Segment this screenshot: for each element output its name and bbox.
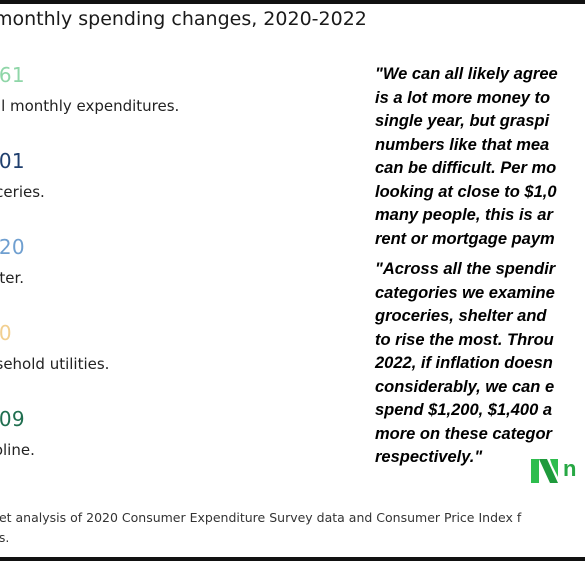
source-note: llet analysis of 2020 Consumer Expenditu…: [0, 508, 521, 548]
stat-value: 209: [0, 407, 25, 431]
quote-line: numbers like that mea: [375, 135, 550, 154]
quote-line: looking at close to $1,0: [375, 182, 557, 201]
quote-line: rent or mortgage paym: [375, 229, 555, 248]
page-title: monthly spending changes, 2020-2022: [0, 8, 367, 30]
stat-description: elter.: [0, 269, 25, 287]
stat-shelter: 120 elter.: [0, 235, 25, 287]
stat-description: oceries.: [0, 183, 45, 201]
quote-line: 2022, if inflation doesn: [375, 354, 553, 372]
source-line: cs.: [0, 530, 10, 545]
stat-value: 101: [0, 149, 25, 173]
quote-line: considerably, we can e: [375, 377, 555, 396]
quote-line: "We can all likely agree: [375, 65, 558, 83]
quote-line: can be difficult. Per mo: [375, 159, 557, 177]
brand-logo: n: [531, 456, 585, 487]
quote-line: is a lot more money to: [375, 88, 551, 107]
brand-wordmark: n: [563, 456, 577, 481]
source-line: llet analysis of 2020 Consumer Expenditu…: [0, 510, 522, 525]
quote-line: respectively.": [375, 448, 483, 466]
quote-line: more on these categor: [375, 424, 552, 443]
quote-line: single year, but graspi: [375, 112, 550, 130]
quote-line: groceries, shelter and: [375, 307, 547, 325]
stat-value: 120: [0, 235, 25, 259]
quote-line: categories we examine: [375, 283, 555, 302]
stat-description: soline.: [0, 441, 35, 459]
stat-utilities: 70 usehold utilities.: [0, 321, 109, 373]
stat-total: 961 tal monthly expenditures.: [0, 63, 179, 115]
quote-block-2: "Across all the spendir categories we ex…: [375, 258, 585, 470]
quote-line: many people, this is ar: [375, 206, 553, 224]
quote-block-1: "We can all likely agree is a lot more m…: [375, 63, 585, 251]
stat-description: tal monthly expenditures.: [0, 97, 180, 115]
stat-description: usehold utilities.: [0, 355, 110, 373]
top-divider: [0, 0, 585, 4]
bottom-divider: [0, 557, 585, 561]
stat-value: 961: [0, 63, 25, 87]
stat-gasoline: 209 soline.: [0, 407, 35, 459]
quote-line: to rise the most. Throu: [375, 330, 554, 349]
brand-n-icon: [531, 459, 558, 483]
quote-line: spend $1,200, $1,400 a: [375, 401, 553, 419]
stat-groceries: 101 oceries.: [0, 149, 45, 201]
stat-value: 70: [0, 321, 12, 345]
quote-line: "Across all the spendir: [375, 260, 556, 278]
